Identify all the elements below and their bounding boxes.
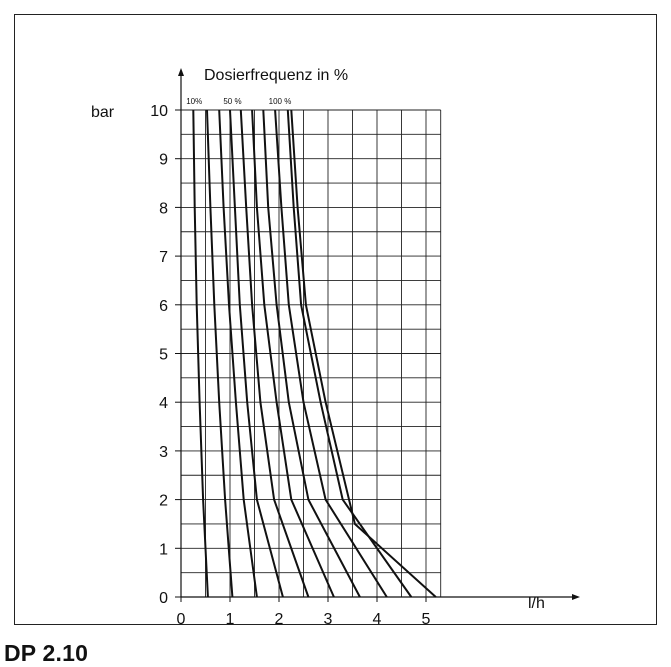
- y-tick-label: 7: [159, 249, 168, 266]
- labels: 0 1 2 3 4 5 6 7 8 9 10 0 1 2 3 4 5 10% 50 % 100 %: [150, 97, 430, 628]
- series-annotation: 100 %: [269, 97, 292, 106]
- series-line: [239, 109, 310, 598]
- y-tick-label: 0: [159, 590, 168, 607]
- x-axis-label: l/h: [528, 595, 545, 612]
- series-line: [286, 109, 413, 598]
- x-tick-label: 2: [275, 611, 284, 628]
- series-line: [218, 109, 258, 598]
- series-line: [262, 109, 361, 598]
- series-line: [274, 109, 388, 598]
- y-axis-arrow: [178, 68, 184, 76]
- x-tick-label: 1: [226, 611, 235, 628]
- series-annotation: 50 %: [223, 97, 241, 106]
- y-tick-label: 10: [150, 103, 168, 120]
- series-line: [290, 109, 437, 598]
- x-tick-label: 5: [422, 611, 431, 628]
- axes: [175, 68, 580, 602]
- x-tick-label: 4: [373, 611, 382, 628]
- chart-caption: DP 2.10: [4, 640, 89, 666]
- series-line: [229, 109, 284, 598]
- y-tick-label: 3: [159, 444, 168, 461]
- y-tick-label: 6: [159, 298, 168, 315]
- y-tick-label: 4: [159, 395, 168, 412]
- chart-title: Dosierfrequenz in %: [204, 67, 348, 84]
- y-tick-label: 5: [159, 347, 168, 364]
- y-tick-label: 1: [159, 541, 168, 558]
- curves: [192, 109, 437, 598]
- x-tick-label: 0: [177, 611, 186, 628]
- series-annotation: 10%: [186, 97, 202, 106]
- y-axis-label: bar: [91, 104, 115, 121]
- y-tick-label: 8: [159, 200, 168, 217]
- series-line: [251, 109, 335, 598]
- y-tick-label: 2: [159, 493, 168, 510]
- grid: [181, 109, 442, 597]
- x-axis-arrow: [572, 594, 580, 600]
- series-line: [192, 109, 209, 598]
- y-tick-label: 9: [159, 152, 168, 169]
- x-tick-label: 3: [324, 611, 333, 628]
- chart-frame: [14, 14, 657, 625]
- series-line: [206, 109, 234, 598]
